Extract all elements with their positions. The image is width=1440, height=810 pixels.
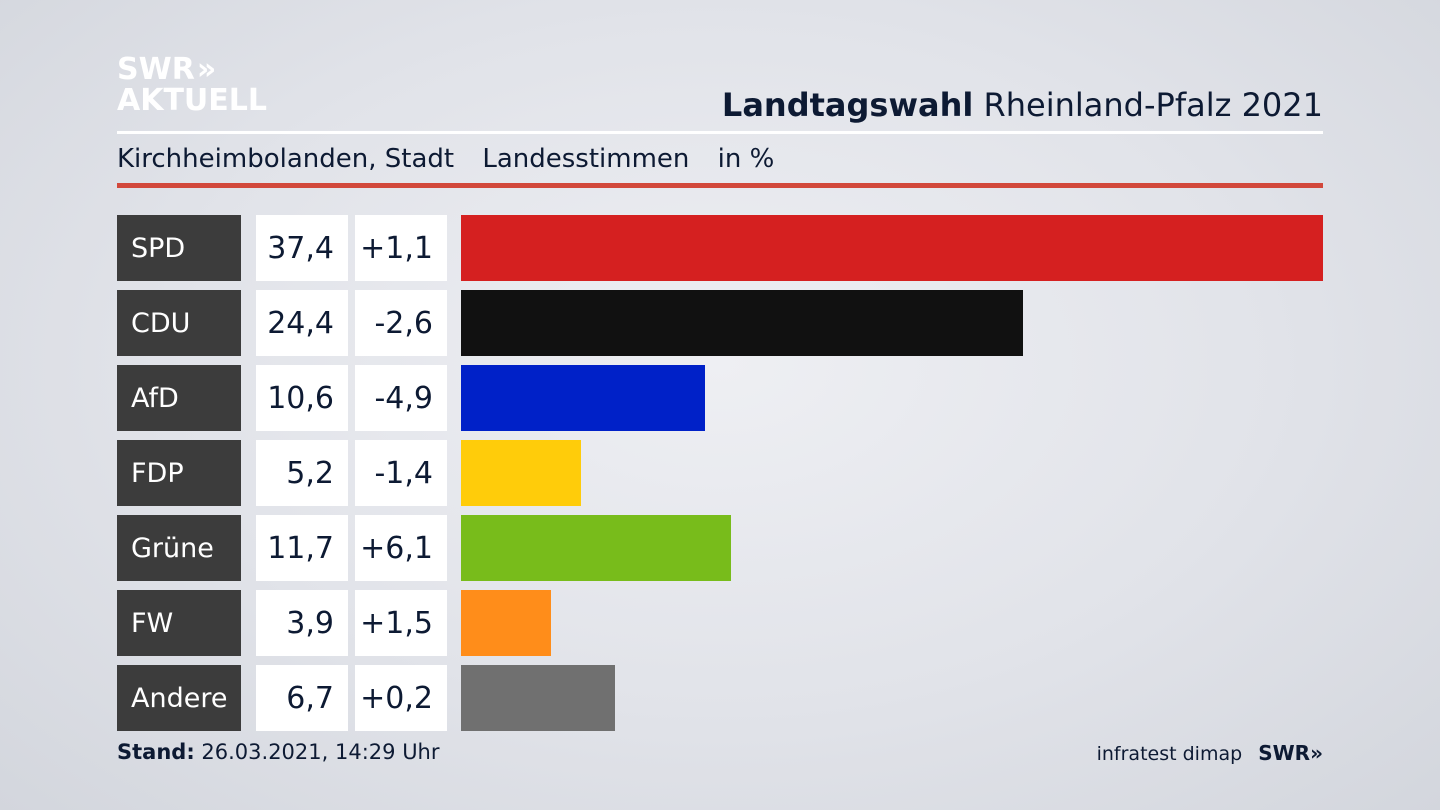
logo-text-aktuell: AKTUELL — [117, 83, 268, 118]
bar — [461, 590, 551, 656]
party-label: Andere — [117, 665, 241, 731]
share-value-label: 5,2 — [256, 440, 348, 506]
chart-row: CDU 24,4 -2,6 — [117, 290, 1323, 356]
share-value-label: 11,7 — [256, 515, 348, 581]
bar — [461, 290, 1023, 356]
party-label: SPD — [117, 215, 241, 281]
subtitle-type: Landesstimmen — [482, 144, 690, 174]
subtitle-place: Kirchheimbolanden, Stadt — [117, 144, 455, 174]
timestamp: Stand: 26.03.2021, 14:29 Uhr — [117, 740, 440, 764]
party-label: CDU — [117, 290, 241, 356]
party-label: FDP — [117, 440, 241, 506]
subtitle-divider — [117, 183, 1323, 188]
change-value-label: -2,6 — [355, 290, 447, 356]
share-value-label: 10,6 — [256, 365, 348, 431]
title-rest: Rheinland-Pfalz 2021 — [983, 86, 1323, 124]
chart-row: AfD 10,6 -4,9 — [117, 365, 1323, 431]
bar — [461, 440, 581, 506]
chart-row: Andere 6,7 +0,2 — [117, 665, 1323, 731]
party-label: AfD — [117, 365, 241, 431]
change-value-label: -4,9 — [355, 365, 447, 431]
source-credit: infratest dimap SWR» — [1097, 741, 1323, 765]
subtitle-unit: in % — [717, 144, 775, 174]
chart-row: Grüne 11,7 +6,1 — [117, 515, 1323, 581]
stand-value: 26.03.2021, 14:29 Uhr — [201, 740, 440, 764]
change-value-label: +6,1 — [355, 515, 447, 581]
chart-row: FDP 5,2 -1,4 — [117, 440, 1323, 506]
swr-aktuell-logo: SWR» AKTUELL — [117, 54, 267, 116]
page-title: Landtagswahl Rheinland-Pfalz 2021 — [722, 86, 1323, 124]
change-value-label: +0,2 — [355, 665, 447, 731]
logo-text-swr: SWR — [117, 52, 195, 87]
chevron-right-icon: » — [196, 52, 217, 87]
source-name: infratest dimap — [1096, 743, 1243, 765]
swr-brand: SWR» — [1258, 741, 1323, 765]
bar — [461, 515, 731, 581]
share-value-label: 6,7 — [256, 665, 348, 731]
bar — [461, 365, 705, 431]
stand-label: Stand: — [117, 740, 195, 764]
party-label: FW — [117, 590, 241, 656]
change-value-label: +1,1 — [355, 215, 447, 281]
title-divider — [117, 131, 1323, 134]
chart-row: SPD 37,4 +1,1 — [117, 215, 1323, 281]
change-value-label: -1,4 — [355, 440, 447, 506]
title-bold: Landtagswahl — [721, 86, 974, 124]
chart-row: FW 3,9 +1,5 — [117, 590, 1323, 656]
share-value-label: 24,4 — [256, 290, 348, 356]
bar — [461, 665, 615, 731]
bar — [461, 215, 1323, 281]
subtitle: Kirchheimbolanden, Stadt Landesstimmen i… — [117, 144, 794, 174]
bar-chart: SPD 37,4 +1,1 CDU 24,4 -2,6 AfD 10,6 -4,9 FDP 5,2-… — [117, 215, 1323, 731]
share-value-label: 3,9 — [256, 590, 348, 656]
party-label: Grüne — [117, 515, 241, 581]
share-value-label: 37,4 — [256, 215, 348, 281]
change-value-label: +1,5 — [355, 590, 447, 656]
